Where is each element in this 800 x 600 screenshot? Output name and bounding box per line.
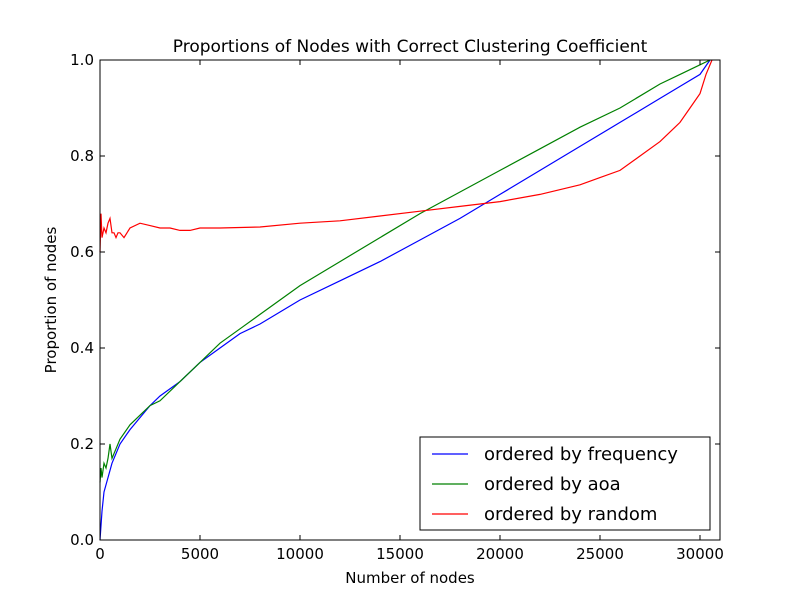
- x-tick-label: 10000: [276, 545, 324, 563]
- series-line-2: [99, 59, 711, 483]
- x-tick-label: 25000: [576, 545, 624, 563]
- y-tick-label: 0.6: [70, 243, 94, 261]
- legend: ordered by frequency ordered by aoa ordere…: [419, 436, 711, 531]
- series-line-3: [99, 59, 713, 253]
- x-axis-label: Number of nodes: [345, 569, 475, 587]
- legend-box: [419, 436, 711, 531]
- x-tick-label: 5000: [181, 545, 219, 563]
- y-axis-label: Proportion of nodes: [42, 226, 60, 373]
- y-tick-label: 0.4: [70, 339, 94, 357]
- y-tick-label: 1.0: [70, 51, 94, 69]
- plot-lines: [99, 59, 713, 541]
- y-tick-label: 0.8: [70, 147, 94, 165]
- x-tick-label: 30000: [676, 545, 724, 563]
- y-tick-label: 0.0: [70, 531, 94, 549]
- legend-label: ordered by aoa: [484, 474, 621, 495]
- plot-frame: [99, 59, 721, 541]
- series-line-1: [99, 59, 711, 541]
- x-tick-label: 20000: [476, 545, 524, 563]
- x-tick-label: 0: [95, 545, 105, 563]
- chart-title: Proportions of Nodes with Correct Cluste…: [173, 37, 648, 57]
- y-tick-label: 0.2: [70, 435, 94, 453]
- legend-label: ordered by frequency: [484, 444, 678, 465]
- legend-label: ordered by random: [484, 504, 657, 525]
- axis-ticks: 0 5000 10000 15000 20000 25000 30000 0.0 0.2 0.4 0…: [70, 51, 724, 563]
- x-tick-label: 15000: [376, 545, 424, 563]
